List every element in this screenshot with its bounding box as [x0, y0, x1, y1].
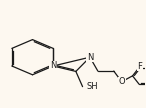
- Text: O: O: [118, 77, 125, 86]
- Text: F: F: [137, 62, 142, 71]
- Text: SH: SH: [86, 82, 98, 91]
- Text: N: N: [50, 61, 56, 71]
- Text: N: N: [87, 53, 93, 62]
